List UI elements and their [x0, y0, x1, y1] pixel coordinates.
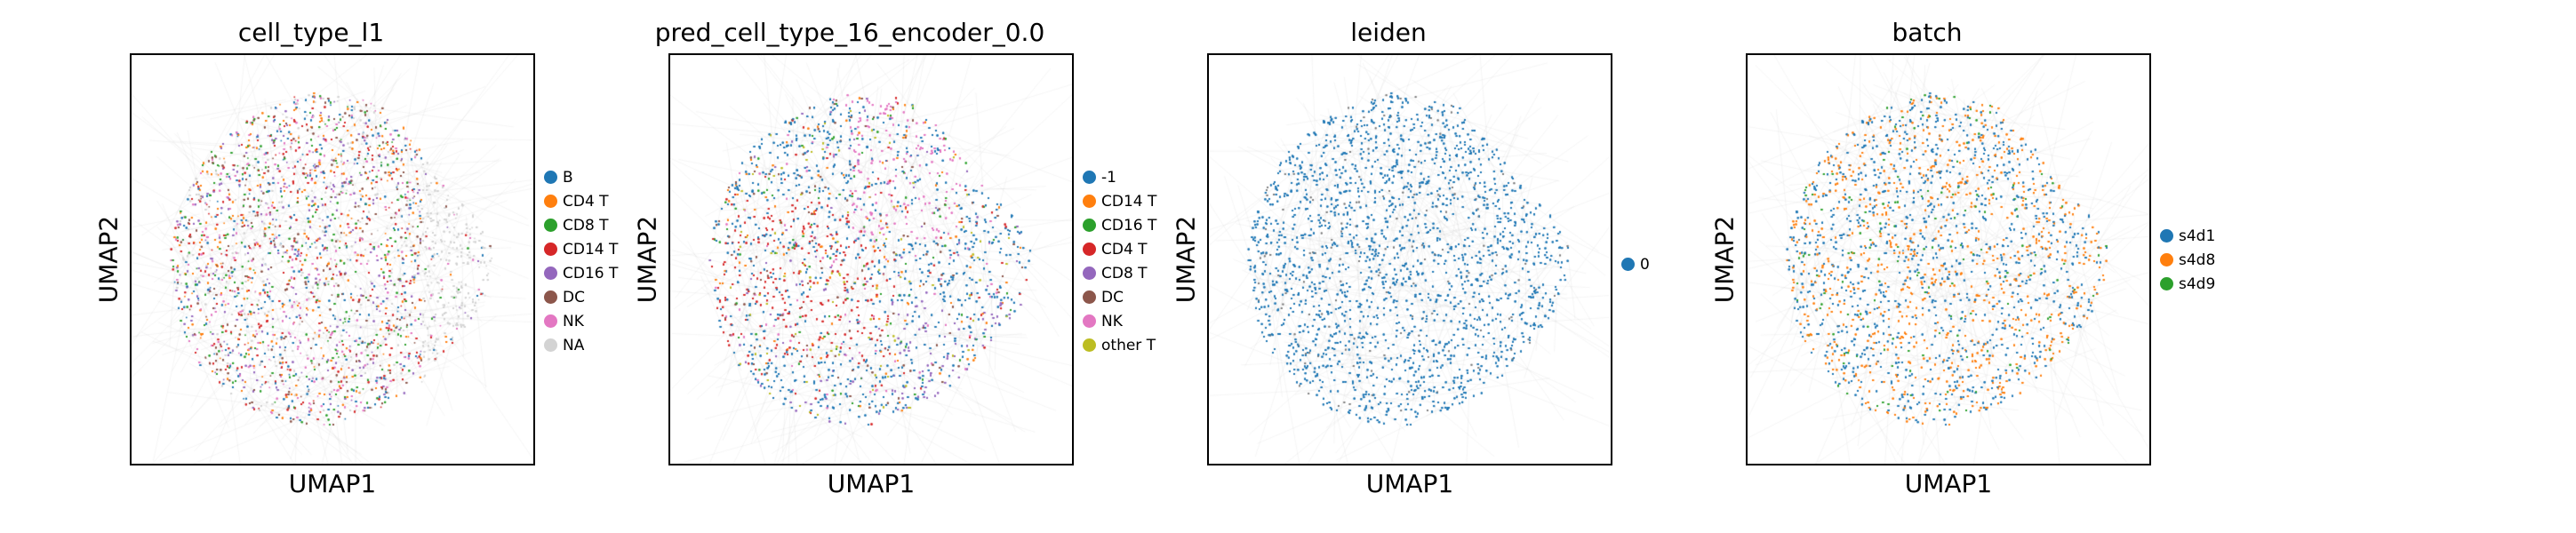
legend-marker: [544, 195, 557, 208]
legend: B CD4 T CD8 T CD14 T CD16 T DC NK NA: [544, 165, 618, 357]
legend-label: DC: [1101, 288, 1124, 306]
chart-panel: leiden UMAP1 UMAP2 0: [1077, 0, 1700, 533]
legend-item: NK: [544, 309, 618, 333]
plot-area: [1207, 53, 1612, 465]
legend-item: CD4 T: [1083, 237, 1156, 261]
y-axis-label: UMAP2: [1171, 215, 1201, 304]
chart-title: leiden: [1350, 18, 1427, 47]
chart-panel: cell_type_l1 UMAP1 UMAP2 B CD4 T CD8 T CD14 T C…: [0, 0, 622, 533]
legend-marker: [544, 266, 557, 280]
scatter-points: [1748, 55, 2149, 464]
legend-marker: [1083, 290, 1096, 304]
legend-item: s4d9: [2160, 272, 2215, 296]
legend-item: CD16 T: [1083, 213, 1156, 237]
legend-marker: [544, 243, 557, 256]
legend-item: DC: [1083, 285, 1156, 309]
legend-label: NA: [563, 336, 585, 354]
legend-item: NA: [544, 333, 618, 357]
legend-label: CD4 T: [1101, 240, 1148, 259]
chart-title: cell_type_l1: [237, 18, 385, 47]
legend-marker: [544, 338, 557, 352]
legend-item: s4d1: [2160, 224, 2215, 248]
legend-label: CD4 T: [563, 192, 609, 211]
legend-item: CD14 T: [1083, 189, 1156, 213]
legend-label: other T: [1101, 336, 1156, 354]
legend-marker: [1083, 171, 1096, 184]
scatter-points: [132, 55, 533, 464]
legend-label: CD14 T: [563, 240, 619, 259]
legend-label: CD8 T: [1101, 264, 1148, 282]
legend: 0: [1621, 252, 1650, 276]
x-axis-label: UMAP1: [1904, 469, 1993, 498]
legend-item: CD14 T: [544, 237, 618, 261]
scatter-points: [670, 55, 1072, 464]
legend: -1 CD14 T CD16 T CD4 T CD8 T DC NK other T: [1083, 165, 1156, 357]
x-axis-label: UMAP1: [288, 469, 377, 498]
legend-marker: [1621, 258, 1635, 271]
legend-item: B: [544, 165, 618, 189]
legend-item: CD8 T: [544, 213, 618, 237]
legend-marker: [544, 290, 557, 304]
legend-label: CD8 T: [563, 216, 609, 235]
legend-marker: [1083, 338, 1096, 352]
x-axis-label: UMAP1: [1365, 469, 1454, 498]
legend-label: s4d8: [2179, 251, 2216, 269]
chart-title: batch: [1892, 18, 1963, 47]
legend: s4d1 s4d8 s4d9: [2160, 224, 2215, 296]
legend-marker: [2160, 277, 2173, 290]
legend-marker: [544, 171, 557, 184]
legend-label: s4d1: [2179, 227, 2216, 245]
plot-area: [668, 53, 1074, 465]
legend-label: CD14 T: [1101, 192, 1157, 211]
legend-item: NK: [1083, 309, 1156, 333]
legend-marker: [1083, 195, 1096, 208]
plot-area: [130, 53, 535, 465]
legend-marker: [544, 314, 557, 328]
x-axis-label: UMAP1: [827, 469, 916, 498]
legend-marker: [1083, 266, 1096, 280]
legend-label: -1: [1101, 168, 1116, 187]
chart-panel: pred_cell_type_16_encoder_0.0 UMAP1 UMAP2 -…: [539, 0, 1161, 533]
scatter-points: [1209, 55, 1611, 464]
legend-marker: [544, 219, 557, 232]
legend-label: 0: [1640, 255, 1650, 274]
y-axis-label: UMAP2: [1709, 215, 1740, 304]
legend-item: other T: [1083, 333, 1156, 357]
chart-panel: batch UMAP1 UMAP2 s4d1 s4d8 s4d9: [1616, 0, 2238, 533]
legend-label: NK: [563, 312, 584, 330]
legend-item: -1: [1083, 165, 1156, 189]
legend-marker: [2160, 253, 2173, 266]
legend-marker: [1083, 219, 1096, 232]
legend-label: NK: [1101, 312, 1123, 330]
legend-label: B: [563, 168, 573, 187]
y-axis-label: UMAP2: [632, 215, 662, 304]
y-axis-label: UMAP2: [93, 215, 124, 304]
legend-marker: [1083, 243, 1096, 256]
legend-label: CD16 T: [1101, 216, 1157, 235]
legend-label: DC: [563, 288, 585, 306]
legend-label: CD16 T: [563, 264, 619, 282]
legend-marker: [2160, 229, 2173, 243]
plot-area: [1746, 53, 2151, 465]
legend-item: CD8 T: [1083, 261, 1156, 285]
legend-marker: [1083, 314, 1096, 328]
chart-title: pred_cell_type_16_encoder_0.0: [654, 18, 1045, 47]
legend-item: DC: [544, 285, 618, 309]
legend-item: CD16 T: [544, 261, 618, 285]
legend-item: s4d8: [2160, 248, 2215, 272]
legend-label: s4d9: [2179, 274, 2216, 293]
legend-item: 0: [1621, 252, 1650, 276]
legend-item: CD4 T: [544, 189, 618, 213]
